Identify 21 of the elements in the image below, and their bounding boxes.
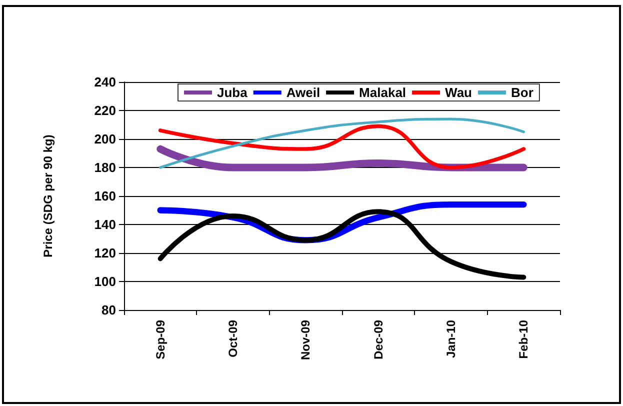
y-tick-label: 220	[94, 103, 116, 118]
y-tick-label: 100	[94, 274, 116, 289]
x-tick-label: Dec-09	[371, 320, 386, 360]
legend-label: Malakal	[359, 85, 406, 100]
y-tick-label: 80	[102, 302, 116, 318]
y-tick-label: 160	[94, 188, 116, 204]
y-tick-label: 140	[94, 217, 116, 232]
x-tick-label: Feb-10	[516, 320, 531, 359]
x-tick-label: Sep-09	[153, 320, 168, 360]
legend-label: Wau	[445, 85, 472, 100]
y-tick-label: 180	[94, 160, 116, 175]
y-tick-label: 200	[94, 132, 116, 146]
y-tick-label: 240	[94, 74, 116, 90]
legend-label: Aweil	[286, 85, 320, 100]
legend-label: Bor	[510, 85, 534, 100]
y-tick-label: 120	[94, 246, 116, 260]
legend-label: Juba	[217, 85, 248, 100]
x-tick-label: Jan-10	[444, 320, 458, 358]
y-axis-title: Price (SDG per 90 kg)	[41, 134, 55, 258]
x-tick-label: Nov-09	[298, 320, 313, 360]
x-tick-label: Oct-09	[226, 320, 240, 358]
